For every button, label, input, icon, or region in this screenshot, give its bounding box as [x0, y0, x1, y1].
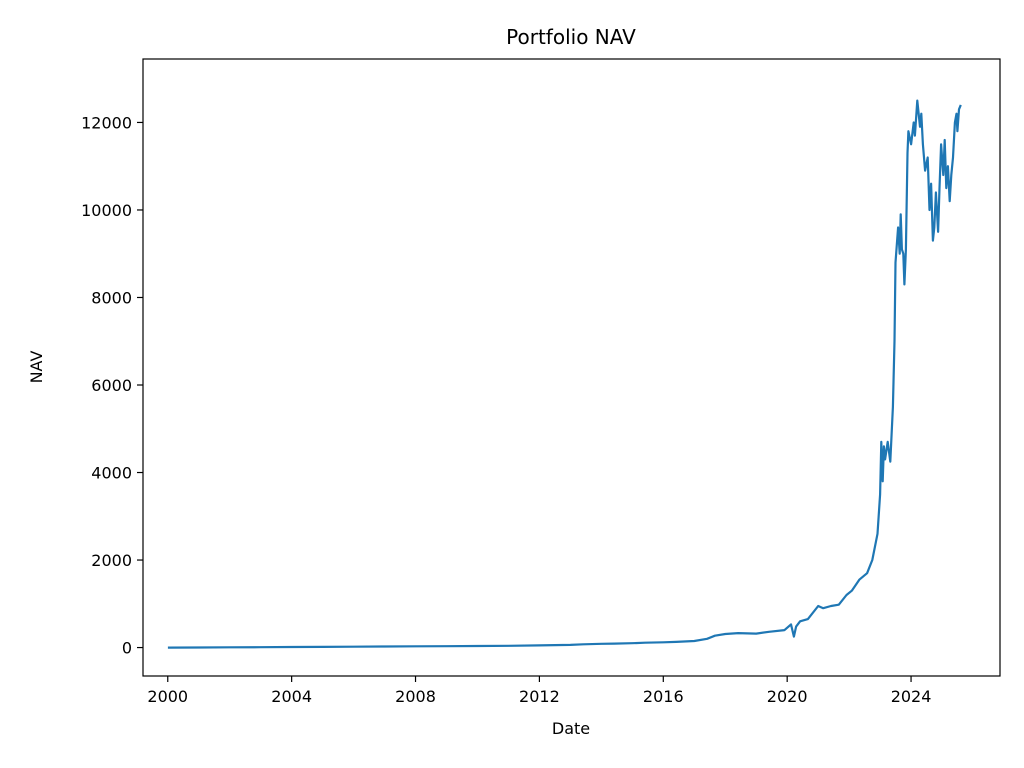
x-tick-label: 2008 — [395, 687, 436, 706]
series-layer — [167, 99, 962, 649]
x-axis: 2000 2004 2008 2012 2016 2020 2024 — [147, 676, 931, 706]
x-tick-label: 2020 — [767, 687, 808, 706]
plot-area — [142, 58, 1001, 677]
y-axis-label: NAV — [27, 351, 46, 384]
plot-frame — [142, 58, 1001, 677]
x-tick-label: 2024 — [891, 687, 932, 706]
y-tick-label: 8000 — [91, 288, 132, 307]
y-tick-label: 0 — [122, 639, 132, 658]
y-tick-label: 6000 — [91, 376, 132, 395]
x-tick-label: 2012 — [519, 687, 560, 706]
x-tick-label: 2016 — [643, 687, 684, 706]
y-tick-label: 10000 — [81, 201, 132, 220]
x-tick-label: 2000 — [147, 687, 188, 706]
x-axis-label: Date — [552, 719, 590, 738]
y-axis: 0 2000 4000 6000 8000 10000 12000 — [81, 113, 143, 658]
chart-title: Portfolio NAV — [506, 25, 636, 49]
y-tick-label: 4000 — [91, 464, 132, 483]
x-tick-label: 2004 — [271, 687, 312, 706]
y-tick-label: 2000 — [91, 551, 132, 570]
series-line — [167, 99, 962, 649]
y-tick-label: 12000 — [81, 113, 132, 132]
